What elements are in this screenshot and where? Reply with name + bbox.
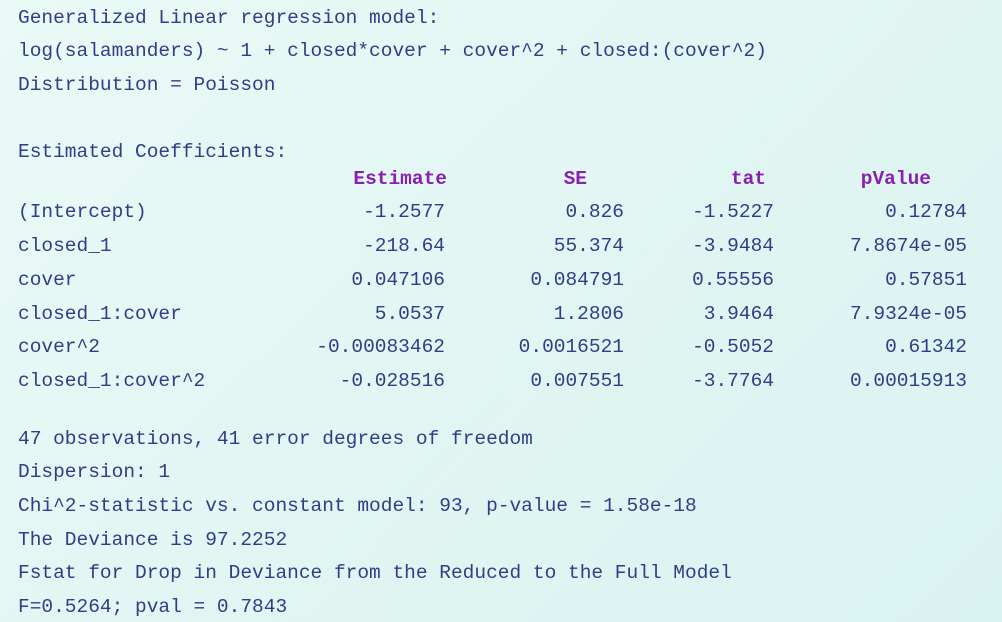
dispersion-text: Dispersion: 1 <box>18 461 171 483</box>
row-name: cover^2 <box>18 336 100 358</box>
se-cell: 0.007551 <box>530 370 624 392</box>
estimate-cell: 0.047106 <box>351 269 445 291</box>
column-header-estimate: Estimate <box>353 168 447 190</box>
estimate-cell: -1.2577 <box>363 201 445 223</box>
pvalue-cell: 7.8674e-05 <box>849 235 967 257</box>
se-cell: 0.0016521 <box>518 336 624 358</box>
estimate-cell: -0.028516 <box>339 370 445 392</box>
pvalue-cell: 0.61342 <box>885 336 967 358</box>
row-name: closed_1 <box>18 235 112 257</box>
pvalue-cell: 7.9324e-05 <box>849 303 967 325</box>
estimate-cell: 5.0537 <box>374 303 445 325</box>
tstat-cell: -0.5052 <box>692 336 774 358</box>
tstat-cell: 0.55556 <box>692 269 774 291</box>
fstat-values-text: F=0.5264; pval = 0.7843 <box>18 596 288 618</box>
row-name: (Intercept) <box>18 201 147 223</box>
column-header-se: SE <box>563 168 587 190</box>
row-name: closed_1:cover^2 <box>18 370 206 392</box>
estimate-cell: -218.64 <box>363 235 445 257</box>
tstat-cell: -1.5227 <box>692 201 774 223</box>
model-distribution: Distribution = Poisson <box>18 74 276 96</box>
model-title: Generalized Linear regression model: <box>18 7 440 29</box>
tstat-cell: 3.9464 <box>703 303 774 325</box>
observations-text: 47 observations, 41 error degrees of fre… <box>18 428 533 450</box>
row-name: cover <box>18 269 77 291</box>
pvalue-cell: 0.12784 <box>885 201 967 223</box>
deviance-text: The Deviance is 97.2252 <box>18 529 288 551</box>
se-cell: 1.2806 <box>553 303 624 325</box>
pvalue-cell: 0.00015913 <box>849 370 967 392</box>
se-cell: 0.084791 <box>530 269 624 291</box>
coefficients-heading: Estimated Coefficients: <box>18 141 288 163</box>
chi2-statistic-text: Chi^2-statistic vs. constant model: 93, … <box>18 495 697 517</box>
row-name: closed_1:cover <box>18 303 182 325</box>
tstat-cell: -3.7764 <box>692 370 774 392</box>
pvalue-cell: 0.57851 <box>885 269 967 291</box>
estimate-cell: -0.00083462 <box>316 336 445 358</box>
fstat-heading-text: Fstat for Drop in Deviance from the Redu… <box>18 562 732 584</box>
model-formula: log(salamanders) ~ 1 + closed*cover + co… <box>18 40 767 62</box>
column-header-tstat: tat <box>730 168 766 190</box>
column-header-pvalue: pValue <box>860 168 931 190</box>
se-cell: 55.374 <box>553 235 624 257</box>
tstat-cell: -3.9484 <box>692 235 774 257</box>
se-cell: 0.826 <box>565 201 624 223</box>
